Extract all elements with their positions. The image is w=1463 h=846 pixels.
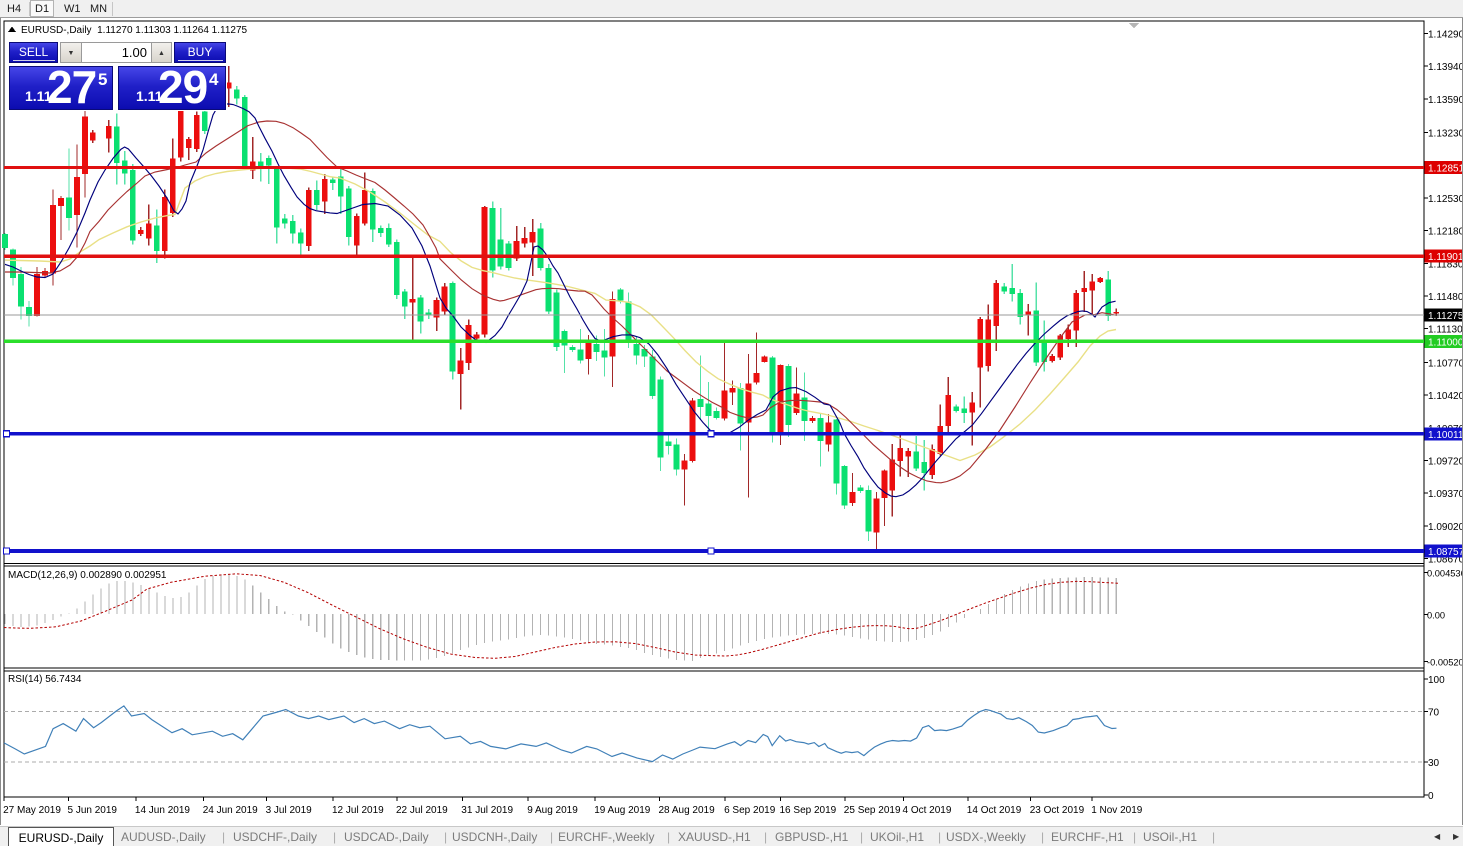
svg-text:RSI(14) 56.7434: RSI(14) 56.7434	[8, 674, 82, 685]
svg-text:1.11901: 1.11901	[1428, 252, 1463, 263]
svg-text:1 Nov 2019: 1 Nov 2019	[1091, 805, 1143, 816]
svg-text:1.11480: 1.11480	[1428, 292, 1463, 303]
svg-text:4 Oct 2019: 4 Oct 2019	[903, 805, 952, 816]
svg-text:25 Sep 2019: 25 Sep 2019	[844, 805, 901, 816]
svg-text:14 Jun 2019: 14 Jun 2019	[135, 805, 190, 816]
svg-text:1.09720: 1.09720	[1428, 457, 1463, 468]
svg-text:6 Sep 2019: 6 Sep 2019	[724, 805, 776, 816]
svg-text:28 Aug 2019: 28 Aug 2019	[659, 805, 716, 816]
svg-text:1.08757: 1.08757	[1428, 547, 1463, 558]
svg-text:-0.005205: -0.005205	[1427, 657, 1463, 667]
svg-text:31 Jul 2019: 31 Jul 2019	[461, 805, 513, 816]
svg-text:16 Sep 2019: 16 Sep 2019	[780, 805, 837, 816]
svg-text:EURUSD-,Daily 1.11270 1.11303: EURUSD-,Daily 1.11270 1.11303 1.11264 1.…	[21, 25, 248, 36]
svg-text:1.10770: 1.10770	[1428, 358, 1463, 369]
svg-text:1.11275: 1.11275	[1428, 311, 1463, 322]
svg-text:22 Jul 2019: 22 Jul 2019	[396, 805, 448, 816]
svg-text:1.13940: 1.13940	[1428, 62, 1463, 73]
svg-text:19 Aug 2019: 19 Aug 2019	[594, 805, 651, 816]
svg-text:70: 70	[1428, 708, 1440, 719]
svg-text:100: 100	[1428, 675, 1445, 686]
svg-text:27 May 2019: 27 May 2019	[3, 805, 61, 816]
svg-text:MACD(12,26,9) 0.002890 0.00295: MACD(12,26,9) 0.002890 0.002951	[8, 570, 167, 581]
svg-text:12 Jul 2019: 12 Jul 2019	[332, 805, 384, 816]
svg-text:1.09370: 1.09370	[1428, 489, 1463, 500]
svg-text:3 Jul 2019: 3 Jul 2019	[266, 805, 313, 816]
svg-text:1.11000: 1.11000	[1428, 337, 1463, 348]
svg-text:9 Aug 2019: 9 Aug 2019	[527, 805, 578, 816]
svg-text:30: 30	[1428, 758, 1440, 769]
svg-text:0: 0	[1428, 791, 1434, 802]
svg-text:24 Jun 2019: 24 Jun 2019	[203, 805, 258, 816]
svg-text:1.09020: 1.09020	[1428, 522, 1463, 533]
svg-text:1.12180: 1.12180	[1428, 227, 1463, 238]
svg-text:1.13230: 1.13230	[1428, 129, 1463, 140]
svg-text:1.11130: 1.11130	[1428, 325, 1463, 336]
svg-text:1.10011: 1.10011	[1428, 430, 1463, 441]
svg-text:1.14290: 1.14290	[1428, 29, 1463, 40]
svg-text:23 Oct 2019: 23 Oct 2019	[1030, 805, 1085, 816]
svg-text:14 Oct 2019: 14 Oct 2019	[967, 805, 1022, 816]
svg-text:5 Jun 2019: 5 Jun 2019	[68, 805, 118, 816]
svg-text:1.10420: 1.10420	[1428, 391, 1463, 402]
svg-text:1.08670: 1.08670	[1428, 555, 1463, 566]
svg-text:1.11830: 1.11830	[1428, 259, 1463, 270]
svg-text:1.13590: 1.13590	[1428, 95, 1463, 106]
svg-text:0.00: 0.00	[1427, 611, 1445, 621]
svg-text:1.12851: 1.12851	[1428, 164, 1463, 175]
svg-text:0.004536: 0.004536	[1427, 569, 1463, 579]
svg-text:1.12530: 1.12530	[1428, 194, 1463, 205]
